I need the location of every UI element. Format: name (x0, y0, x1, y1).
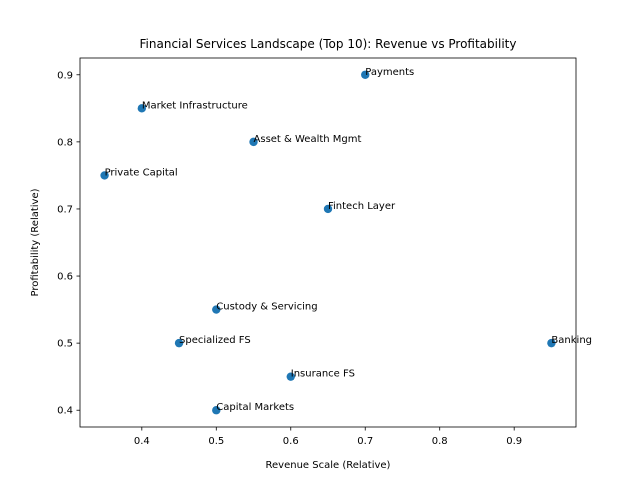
data-label: Insurance FS (291, 369, 355, 380)
y-tick-label: 0.5 (57, 339, 73, 350)
data-point (212, 305, 221, 314)
x-tick-label: 0.5 (208, 436, 224, 447)
data-point (174, 338, 184, 348)
data-label: Specialized FS (179, 335, 251, 346)
x-axis: 0.4 0.5 0.6 0.7 0.8 0.9 (134, 427, 522, 447)
y-tick-label: 0.8 (57, 137, 73, 148)
data-label: Banking (551, 335, 592, 346)
y-tick-label: 0.6 (57, 272, 73, 283)
data-point (212, 406, 221, 415)
data-point (137, 104, 147, 113)
data-label: Private Capital (105, 167, 178, 178)
data-label: Fintech Layer (328, 201, 396, 212)
x-axis-label: Revenue Scale (Relative) (266, 460, 391, 471)
data-point (286, 372, 295, 381)
data-label: Asset & Wealth Mgmt (254, 134, 362, 145)
x-tick-label: 0.7 (357, 436, 373, 447)
data-point (323, 204, 333, 214)
data-labels: Banking Payments Market Infrastructure Asse… (105, 67, 592, 413)
y-axis-label: Profitability (Relative) (30, 188, 41, 296)
x-tick-label: 0.9 (506, 436, 522, 447)
data-label: Market Infrastructure (142, 100, 248, 111)
chart-title: Financial Services Landscape (Top 10): R… (140, 37, 517, 51)
y-tick-label: 0.9 (57, 70, 73, 81)
plot-area (79, 57, 577, 428)
x-tick-label: 0.8 (432, 436, 448, 447)
data-point (249, 137, 258, 147)
y-tick-label: 0.4 (57, 406, 73, 417)
y-axis: 0.4 0.5 0.6 0.7 0.8 0.9 (57, 70, 80, 417)
data-point (547, 338, 556, 348)
x-tick-label: 0.4 (134, 436, 150, 447)
data-point (100, 171, 109, 180)
data-point (361, 70, 370, 79)
data-label: Custody & Servicing (216, 302, 317, 313)
data-points (100, 70, 556, 415)
data-label: Payments (365, 67, 414, 78)
y-tick-label: 0.7 (57, 204, 73, 215)
data-label: Capital Markets (216, 402, 294, 413)
x-tick-label: 0.6 (283, 436, 299, 447)
